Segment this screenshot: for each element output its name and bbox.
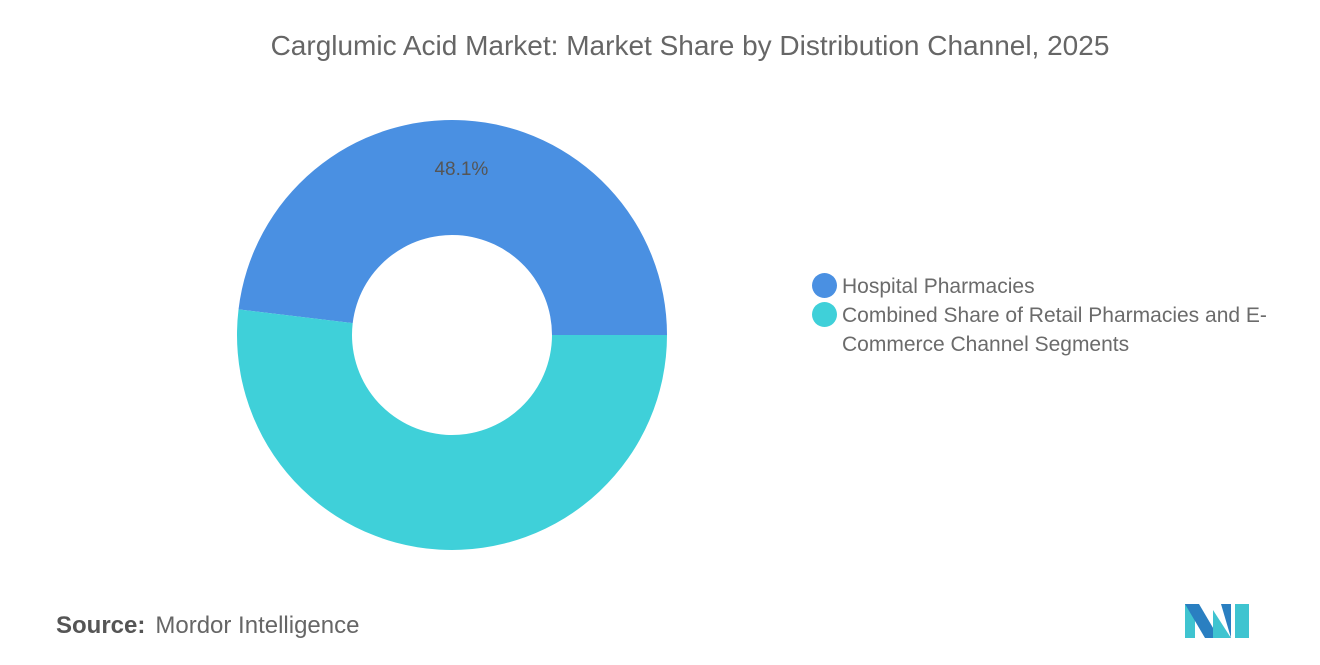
legend-label: Hospital Pharmacies [842,275,1035,298]
source-value: Mordor Intelligence [155,612,360,639]
donut-slice-1 [237,309,667,550]
mordor-logo [1185,604,1249,638]
legend-item-retail-ecommerce: Combined Share of Retail Pharmacies and … [812,301,1272,359]
source-note: Source: Mordor Intelligence [56,612,359,640]
legend-swatch [812,302,837,327]
legend-swatch [812,273,837,298]
legend-label: Combined Share of Retail Pharmacies and … [842,304,1267,356]
data-label-0: 48.1% [434,159,488,180]
legend: Hospital Pharmacies Combined Share of Re… [812,272,1272,359]
donut-slice-0 [238,119,667,335]
source-label: Source: [56,612,146,639]
legend-item-hospital: Hospital Pharmacies [812,272,1272,301]
chart-title: Carglumic Acid Market: Market Share by D… [270,30,1110,61]
